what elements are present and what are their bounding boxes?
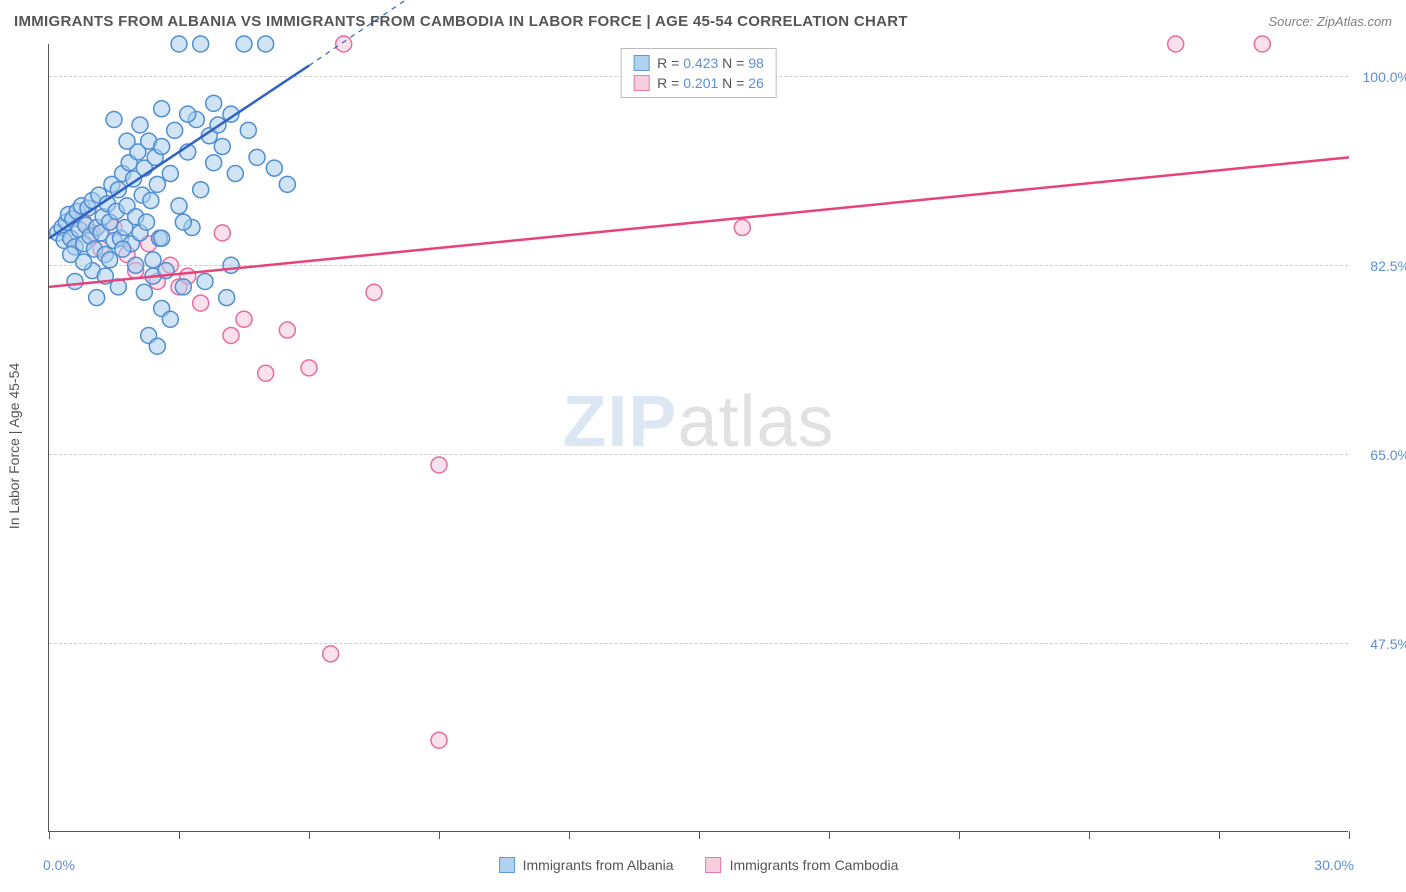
data-point [249, 149, 265, 165]
trend-line [49, 157, 1349, 287]
data-point [223, 327, 239, 343]
data-point [197, 273, 213, 289]
data-point [734, 220, 750, 236]
stats-legend: R = 0.423 N = 98 R = 0.201 N = 26 [620, 48, 777, 98]
y-tick-label: 47.5% [1352, 636, 1406, 652]
data-point [366, 284, 382, 300]
data-point [219, 290, 235, 306]
data-point [171, 198, 187, 214]
data-point [115, 241, 131, 257]
data-point [206, 95, 222, 111]
data-point [193, 295, 209, 311]
x-tick [1349, 831, 1350, 839]
data-point [1254, 36, 1270, 52]
data-point [258, 365, 274, 381]
data-point [89, 290, 105, 306]
data-point [175, 214, 191, 230]
legend-label-cambodia: Immigrants from Cambodia [730, 857, 899, 873]
x-label-end: 30.0% [1314, 857, 1354, 873]
legend-text-albania: R = 0.423 N = 98 [657, 55, 764, 71]
data-point [175, 279, 191, 295]
data-point [236, 311, 252, 327]
source-label: Source: ZipAtlas.com [1268, 14, 1392, 29]
x-tick [439, 831, 440, 839]
legend-row-albania: R = 0.423 N = 98 [633, 53, 764, 73]
data-point [154, 139, 170, 155]
data-point [136, 284, 152, 300]
x-tick [1089, 831, 1090, 839]
swatch-albania [633, 55, 649, 71]
data-point [336, 36, 352, 52]
data-point [132, 117, 148, 133]
x-tick [179, 831, 180, 839]
x-tick [1219, 831, 1220, 839]
data-point [206, 155, 222, 171]
chart-title: IMMIGRANTS FROM ALBANIA VS IMMIGRANTS FR… [14, 13, 908, 30]
data-point [431, 732, 447, 748]
y-tick-label: 100.0% [1352, 69, 1406, 85]
x-tick [49, 831, 50, 839]
data-point [279, 176, 295, 192]
data-point [193, 182, 209, 198]
x-tick [829, 831, 830, 839]
data-point [154, 230, 170, 246]
data-point [171, 36, 187, 52]
data-point [180, 106, 196, 122]
data-point [154, 101, 170, 117]
x-tick [569, 831, 570, 839]
series-legend: Immigrants from Albania Immigrants from … [499, 857, 899, 873]
plot-area: ZIPatlas 100.0%82.5%65.0%47.5% R = 0.423… [48, 44, 1348, 832]
data-point [240, 122, 256, 138]
data-point [223, 257, 239, 273]
swatch-albania-icon [499, 857, 515, 873]
x-tick [959, 831, 960, 839]
legend-text-cambodia: R = 0.201 N = 26 [657, 75, 764, 91]
data-point [162, 311, 178, 327]
data-point [279, 322, 295, 338]
data-point [119, 133, 135, 149]
data-point [149, 176, 165, 192]
data-point [227, 166, 243, 182]
data-point [76, 254, 92, 270]
x-label-start: 0.0% [43, 857, 75, 873]
swatch-cambodia-icon [706, 857, 722, 873]
data-point [258, 36, 274, 52]
legend-item-albania: Immigrants from Albania [499, 857, 674, 873]
data-point [266, 160, 282, 176]
swatch-cambodia [633, 75, 649, 91]
y-tick-label: 82.5% [1352, 258, 1406, 274]
y-axis-title: In Labor Force | Age 45-54 [6, 363, 22, 529]
data-point [128, 257, 144, 273]
data-point [162, 166, 178, 182]
x-tick [699, 831, 700, 839]
data-point [193, 36, 209, 52]
data-point [167, 122, 183, 138]
y-tick-label: 65.0% [1352, 447, 1406, 463]
data-point [214, 139, 230, 155]
data-point [149, 338, 165, 354]
legend-item-cambodia: Immigrants from Cambodia [706, 857, 899, 873]
data-point [102, 252, 118, 268]
data-point [1168, 36, 1184, 52]
legend-label-albania: Immigrants from Albania [523, 857, 674, 873]
data-point [236, 36, 252, 52]
title-bar: IMMIGRANTS FROM ALBANIA VS IMMIGRANTS FR… [14, 8, 1392, 34]
data-point [323, 646, 339, 662]
data-point [145, 252, 161, 268]
data-point [301, 360, 317, 376]
x-tick [309, 831, 310, 839]
data-point [139, 214, 155, 230]
scatter-svg [49, 44, 1348, 831]
data-point [67, 273, 83, 289]
data-point [214, 225, 230, 241]
data-point [143, 193, 159, 209]
data-point [431, 457, 447, 473]
legend-row-cambodia: R = 0.201 N = 26 [633, 73, 764, 93]
data-point [106, 112, 122, 128]
